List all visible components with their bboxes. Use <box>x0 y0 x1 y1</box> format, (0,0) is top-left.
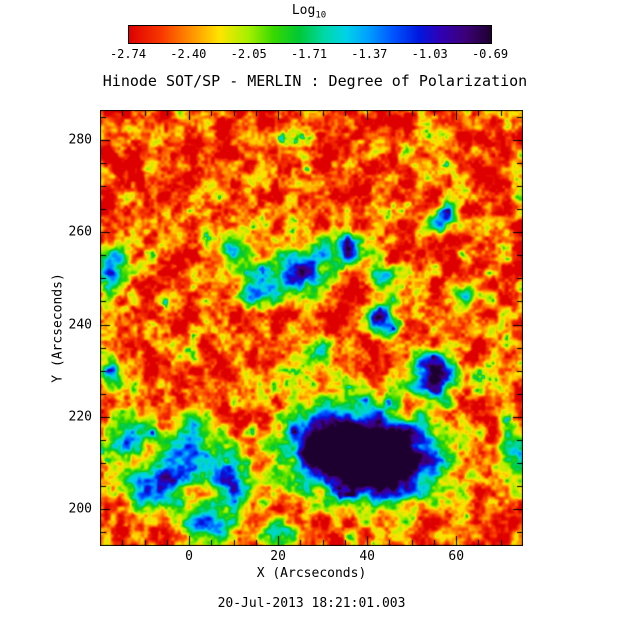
colorbar-tick-label: -1.03 <box>411 47 448 61</box>
y-tick-label: 220 <box>68 409 92 425</box>
timestamp-caption: 20-Jul-2013 18:21:01.003 <box>217 596 406 611</box>
colorbar-tick-label: -2.05 <box>230 47 267 61</box>
x-tick-label: 20 <box>270 549 286 564</box>
colorbar-tick-labels: -2.74 -2.40 -2.05 -1.71 -1.37 -1.03 -0.69 <box>110 47 508 61</box>
colorbar-title: Log10 <box>128 3 490 21</box>
x-tick-label: 0 <box>185 549 193 564</box>
y-tick-label: 280 <box>68 132 92 148</box>
plot-title: Hinode SOT/SP - MERLIN : Degree of Polar… <box>102 72 528 90</box>
colorbar-tick-label: -2.40 <box>170 47 207 61</box>
colorbar-tick-label: -2.74 <box>109 47 147 61</box>
colorbar-title-subscript: 10 <box>315 10 327 21</box>
heatmap-canvas <box>100 110 523 546</box>
x-axis-tick-labels: 0 20 40 60 <box>100 549 523 564</box>
colorbar-tick-label: -1.37 <box>351 47 388 61</box>
y-axis-tick-labels: 200 220 240 260 280 <box>0 110 96 546</box>
x-axis-label: X (Arcseconds) <box>256 566 367 581</box>
colorbar-tick-label: -1.71 <box>290 47 328 61</box>
x-tick-label: 40 <box>359 549 375 564</box>
y-tick-label: 240 <box>68 317 92 333</box>
colorbar-title-text: Log <box>291 3 316 18</box>
y-tick-label: 260 <box>68 224 92 240</box>
y-axis-label: Y (Arcseconds) <box>50 273 66 383</box>
x-tick-label: 60 <box>448 549 465 564</box>
y-tick-label: 200 <box>68 501 92 517</box>
colorbar-gradient <box>128 25 492 44</box>
colorbar-tick-label: -0.69 <box>471 47 509 61</box>
